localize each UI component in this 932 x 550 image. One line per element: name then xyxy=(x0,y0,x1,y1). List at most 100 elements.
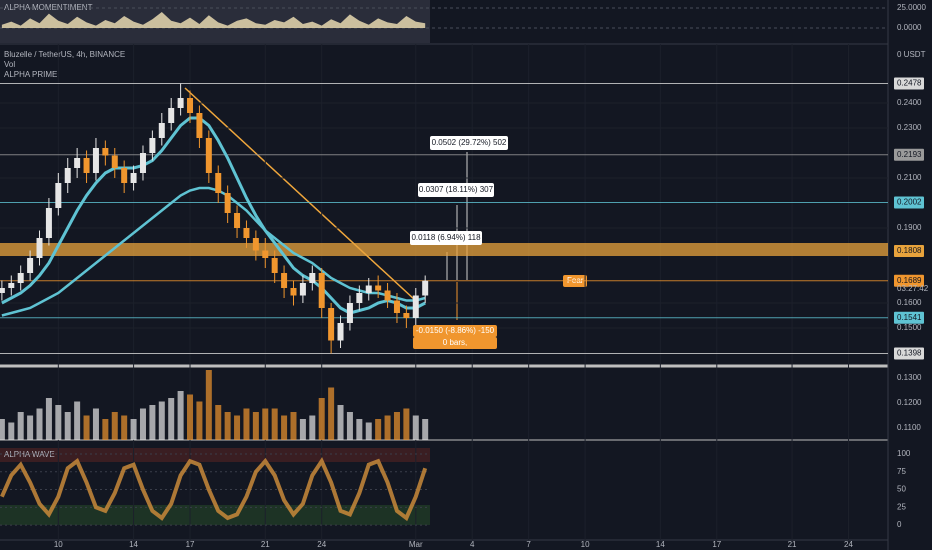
moving-average xyxy=(1,186,426,317)
volume-bar xyxy=(337,405,344,440)
y-tick-label: 25.0000 xyxy=(897,3,926,12)
y-tick-label: 0.1900 xyxy=(897,223,922,232)
wave-line xyxy=(0,456,428,522)
volume-bar xyxy=(224,412,231,440)
volume-bar xyxy=(328,387,335,440)
volume-bar xyxy=(187,394,194,440)
measure-box xyxy=(413,337,497,349)
candle-body xyxy=(393,300,400,313)
volume-bar xyxy=(27,415,34,440)
level-band xyxy=(0,243,888,256)
wave-zone-high xyxy=(0,448,430,462)
volume-bar xyxy=(215,405,222,440)
candle-body xyxy=(384,290,391,301)
level-label-box xyxy=(894,196,924,209)
measure-label: 0.0502 (29.72%) 502 xyxy=(432,138,507,147)
volume-bar xyxy=(121,415,128,440)
volume-bar xyxy=(365,422,372,440)
x-tick-label: 24 xyxy=(844,540,853,549)
candle-body xyxy=(403,313,410,318)
candle-body xyxy=(262,250,269,258)
x-tick-label: 14 xyxy=(129,540,138,549)
volume-bar xyxy=(243,408,250,440)
volume-bar xyxy=(262,408,269,440)
volume-bar xyxy=(111,412,118,440)
y-tick-label: 0.1500 xyxy=(897,323,922,332)
volume-bar xyxy=(318,398,325,440)
candle-body xyxy=(196,113,203,138)
currency-label: 0 USDT xyxy=(897,50,926,59)
measure-label: -0.0150 (-8.86%) -150 xyxy=(416,326,495,335)
volume-bar xyxy=(412,415,419,440)
candle-body xyxy=(139,153,146,173)
volume-bar xyxy=(139,408,146,440)
moving-average xyxy=(1,116,426,315)
candle-body xyxy=(328,308,335,341)
volume-bar xyxy=(45,398,52,440)
y-tick-label: 0.2400 xyxy=(897,98,922,107)
volume-bar xyxy=(281,415,288,440)
candle-body xyxy=(375,285,382,291)
measure-box xyxy=(430,136,508,150)
volume-bar xyxy=(8,422,15,440)
volume-bar xyxy=(375,419,382,440)
symbol-title: Bluzelle / TetherUS, 4h, BINANCE xyxy=(4,50,125,59)
level-label: 0.1808 xyxy=(897,246,922,255)
volume-bar xyxy=(356,419,363,440)
volume-bar xyxy=(92,408,99,440)
measure-box xyxy=(413,325,497,337)
level-label: 0.1541 xyxy=(897,313,922,322)
candle-body xyxy=(309,273,316,283)
volume-bar xyxy=(252,412,259,440)
volume-bar xyxy=(403,408,410,440)
candle-body xyxy=(234,213,241,228)
candle-body xyxy=(83,158,90,173)
candle-body xyxy=(290,288,297,296)
candle-body xyxy=(243,228,250,238)
indicator-name: Vol xyxy=(4,60,15,69)
y-tick-label: 0.1600 xyxy=(897,298,922,307)
measure-label: 0.0307 (18.11%) 307 xyxy=(419,185,494,194)
measure-box xyxy=(410,231,482,245)
candle-body xyxy=(64,168,71,183)
y-tick-label: 0.2300 xyxy=(897,123,922,132)
level-label: 0.1398 xyxy=(897,349,922,358)
x-tick-label: 10 xyxy=(581,540,590,549)
y-tick-label: 75 xyxy=(897,467,906,476)
x-tick-label: 17 xyxy=(186,540,195,549)
y-tick-label: 0.2100 xyxy=(897,173,922,182)
volume-bar xyxy=(17,412,24,440)
y-tick-label: 100 xyxy=(897,449,911,458)
y-tick-label: 25 xyxy=(897,502,906,511)
indicator-name: ALPHA PRIME xyxy=(4,70,57,79)
x-tick-label: 10 xyxy=(54,540,63,549)
candle-body xyxy=(45,208,52,238)
candle-body xyxy=(55,183,62,208)
candle-body xyxy=(412,295,419,318)
volume-bar xyxy=(83,415,90,440)
x-tick-label: 4 xyxy=(470,540,475,549)
candle-body xyxy=(299,283,306,296)
candle-body xyxy=(111,155,118,168)
x-tick-label: 7 xyxy=(526,540,531,549)
x-tick-label: 21 xyxy=(261,540,270,549)
x-tick-label: 14 xyxy=(656,540,665,549)
level-label-box xyxy=(894,274,924,287)
measure-label: 0 bars, xyxy=(443,338,467,347)
candle-body xyxy=(92,148,99,173)
volume-bar xyxy=(102,419,109,440)
candle-body xyxy=(346,303,353,323)
volume-bar xyxy=(36,408,43,440)
level-label: 0.2193 xyxy=(897,150,922,159)
x-tick-label: 21 xyxy=(788,540,797,549)
y-tick-label: 50 xyxy=(897,485,906,494)
candle-body xyxy=(130,173,137,183)
y-tick-label: 0.1300 xyxy=(897,373,922,382)
candle-body xyxy=(36,238,43,258)
candle-body xyxy=(187,98,194,113)
candle-body xyxy=(177,98,184,108)
candle-body xyxy=(224,193,231,213)
volume-bar xyxy=(177,391,184,440)
volume-bar xyxy=(271,408,278,440)
